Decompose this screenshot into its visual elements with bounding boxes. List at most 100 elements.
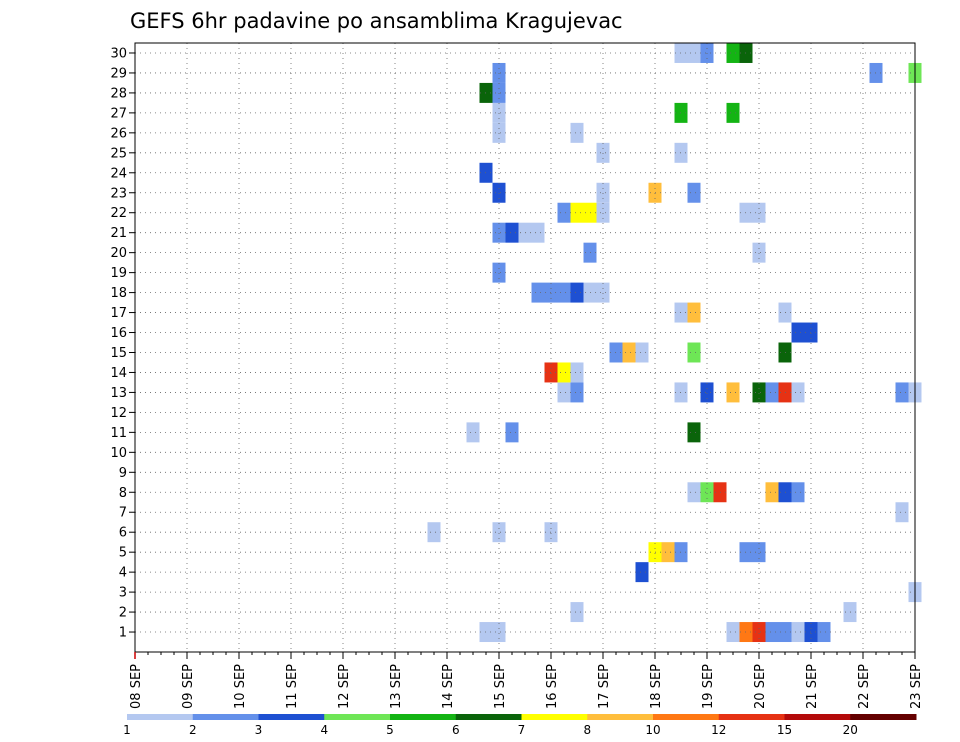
cell-member-14-step-33 [557, 362, 571, 383]
x-tick-label-7: 15 SEP [493, 664, 508, 709]
cell-member-13-step-33 [557, 382, 571, 403]
cell-member-27-step-28 [492, 102, 506, 123]
cell-member-11-step-26 [466, 422, 480, 443]
y-tick-label-11: 11 [110, 426, 127, 441]
y-tick-label-27: 27 [110, 106, 127, 121]
colorbar: 1 2 3 4 5 6 7 8 10 12 15 20 [123, 714, 917, 737]
cell-member-15-step-38 [622, 342, 636, 363]
cell-member-13-step-59 [895, 382, 909, 403]
x-tick-label-6: 14 SEP [441, 664, 456, 709]
cell-member-13-step-44 [700, 382, 714, 403]
colorbar-swatch-2 [258, 714, 325, 720]
colorbar-label-20: 20 [843, 723, 858, 737]
colorbar-label-10: 10 [645, 723, 660, 737]
y-tick-label-15: 15 [110, 346, 127, 361]
cell-member-13-step-48 [752, 382, 766, 403]
cell-member-23-step-28 [492, 182, 506, 203]
cell-member-1-step-48 [752, 622, 766, 643]
cell-member-18-step-36 [596, 282, 610, 303]
cell-member-11-step-43 [687, 422, 701, 443]
cell-member-14-step-34 [570, 362, 584, 383]
cell-member-15-step-39 [635, 342, 649, 363]
y-tick-label-28: 28 [110, 86, 127, 101]
cell-member-26-step-28 [492, 122, 506, 143]
y-tick-label-9: 9 [119, 466, 127, 481]
cell-member-23-step-43 [687, 182, 701, 203]
cell-member-21-step-28 [492, 222, 506, 243]
colorbar-label-8: 8 [583, 723, 591, 737]
colorbar-label-1: 1 [123, 723, 131, 737]
colorbar-swatch-3 [324, 714, 391, 720]
cell-member-1-step-51 [791, 622, 805, 643]
cell-member-30-step-43 [687, 43, 701, 63]
x-tick-label-3: 11 SEP [285, 664, 300, 709]
y-axis: 1234567891011121314151617181920212223242… [110, 46, 135, 641]
x-tick-label-12: 20 SEP [753, 664, 768, 709]
colorbar-swatch-4 [390, 714, 457, 720]
cell-member-30-step-44 [700, 43, 714, 63]
y-tick-label-24: 24 [110, 166, 127, 181]
y-tick-label-14: 14 [110, 366, 127, 381]
colorbar-swatch-7 [587, 714, 654, 720]
grid-layer [135, 43, 915, 652]
colorbar-label-3: 3 [255, 723, 263, 737]
cell-member-6-step-28 [492, 522, 506, 543]
x-tick-label-8: 16 SEP [545, 664, 560, 709]
colorbar-swatch-8 [653, 714, 720, 720]
y-tick-label-13: 13 [110, 386, 127, 401]
cell-member-17-step-43 [687, 302, 701, 323]
colorbar-label-4: 4 [320, 723, 328, 737]
y-tick-label-29: 29 [110, 66, 127, 81]
y-tick-label-7: 7 [119, 506, 127, 521]
cell-member-23-step-36 [596, 182, 610, 203]
cell-member-22-step-33 [557, 202, 571, 223]
cell-member-6-step-23 [427, 522, 441, 543]
cell-member-7-step-59 [895, 502, 909, 523]
cell-member-22-step-48 [752, 202, 766, 223]
cell-member-13-step-46 [726, 382, 740, 403]
x-tick-label-14: 22 SEP [857, 664, 872, 709]
cell-member-11-step-29 [505, 422, 519, 443]
y-tick-label-25: 25 [110, 146, 127, 161]
x-tick-label-5: 13 SEP [389, 664, 404, 709]
y-tick-label-6: 6 [119, 526, 127, 541]
chart-title: GEFS 6hr padavine po ansamblima Kragujev… [130, 9, 623, 33]
cell-member-18-step-31 [531, 282, 545, 303]
colorbar-label-6: 6 [452, 723, 460, 737]
colorbar-label-5: 5 [386, 723, 394, 737]
y-tick-label-10: 10 [110, 446, 127, 461]
cell-member-18-step-34 [570, 282, 584, 303]
cell-member-27-step-46 [726, 102, 740, 123]
y-tick-label-8: 8 [119, 486, 127, 501]
x-tick-label-0: 08 SEP [129, 664, 144, 709]
colorbar-swatch-10 [784, 714, 851, 720]
cell-member-1-step-53 [817, 622, 831, 643]
cell-member-8-step-49 [765, 482, 779, 503]
cell-member-21-step-29 [505, 222, 519, 243]
cell-member-5-step-41 [661, 542, 675, 563]
x-tick-label-10: 18 SEP [649, 664, 664, 709]
cell-member-25-step-36 [596, 142, 610, 163]
x-tick-label-1: 09 SEP [181, 664, 196, 709]
cell-member-16-step-51 [791, 322, 805, 343]
y-tick-label-23: 23 [110, 186, 127, 201]
cell-member-5-step-48 [752, 542, 766, 563]
colorbar-label-12: 12 [711, 723, 726, 737]
colorbar-swatch-5 [455, 714, 522, 720]
y-tick-label-4: 4 [119, 566, 127, 581]
cell-member-30-step-46 [726, 43, 740, 63]
colorbar-label-7: 7 [518, 723, 526, 737]
y-tick-label-30: 30 [110, 46, 127, 61]
colorbar-swatch-9 [718, 714, 785, 720]
y-tick-label-1: 1 [119, 626, 127, 641]
y-tick-label-22: 22 [110, 206, 127, 221]
cell-member-2-step-34 [570, 602, 584, 623]
cells-layer [427, 43, 922, 643]
colorbar-swatch-0 [127, 714, 194, 720]
y-tick-label-19: 19 [110, 266, 127, 281]
plot-frame [134, 42, 916, 653]
y-tick-label-5: 5 [119, 546, 127, 561]
x-tick-label-4: 12 SEP [337, 664, 352, 709]
cell-member-13-step-49 [765, 382, 779, 403]
colorbar-swatch-6 [521, 714, 588, 720]
